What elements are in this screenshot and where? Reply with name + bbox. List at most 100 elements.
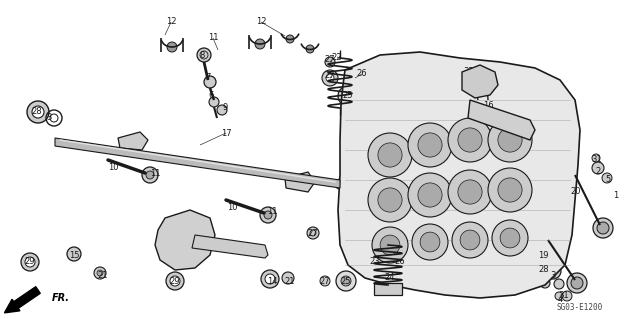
Circle shape [341, 276, 351, 286]
Circle shape [368, 178, 412, 222]
Circle shape [549, 267, 557, 275]
Circle shape [498, 178, 522, 202]
Polygon shape [55, 138, 340, 188]
Circle shape [498, 128, 522, 152]
Text: 24: 24 [385, 272, 396, 281]
Text: 32: 32 [464, 68, 474, 77]
Circle shape [513, 121, 527, 135]
Circle shape [380, 235, 400, 255]
Polygon shape [462, 65, 498, 98]
Text: 26: 26 [395, 256, 405, 265]
Text: 1: 1 [613, 191, 619, 201]
Circle shape [418, 183, 442, 207]
Circle shape [336, 271, 356, 291]
Polygon shape [155, 210, 215, 270]
Text: SG03-E1200: SG03-E1200 [557, 303, 603, 313]
Circle shape [488, 118, 532, 162]
Circle shape [597, 222, 609, 234]
Circle shape [556, 166, 564, 174]
Text: 22: 22 [332, 53, 342, 62]
Circle shape [67, 247, 81, 261]
Text: 27: 27 [324, 56, 335, 64]
Circle shape [172, 230, 188, 246]
Circle shape [351, 86, 359, 94]
Polygon shape [285, 172, 315, 192]
Circle shape [488, 168, 532, 212]
Text: 30: 30 [515, 144, 525, 152]
Circle shape [320, 276, 330, 286]
Text: 14: 14 [267, 277, 277, 286]
Circle shape [382, 237, 394, 249]
Circle shape [97, 270, 103, 276]
Circle shape [562, 291, 572, 301]
Circle shape [460, 230, 480, 250]
Circle shape [416, 71, 424, 79]
Text: 18: 18 [185, 226, 195, 234]
Text: 12: 12 [256, 18, 266, 26]
Circle shape [348, 243, 362, 257]
Text: 12: 12 [166, 18, 176, 26]
FancyArrow shape [4, 287, 40, 313]
Text: 27: 27 [320, 277, 330, 286]
Circle shape [458, 180, 482, 204]
Circle shape [545, 263, 561, 279]
Text: 11: 11 [267, 207, 277, 217]
Text: 3: 3 [550, 271, 556, 280]
Circle shape [567, 273, 587, 293]
Circle shape [307, 227, 319, 239]
Circle shape [458, 128, 482, 152]
Text: 21: 21 [285, 277, 295, 286]
Text: 19: 19 [538, 250, 548, 259]
Circle shape [338, 86, 358, 106]
Circle shape [325, 57, 335, 67]
Circle shape [204, 76, 216, 88]
Circle shape [551, 86, 559, 94]
Circle shape [343, 91, 353, 101]
Circle shape [197, 48, 211, 62]
Circle shape [32, 106, 44, 118]
Circle shape [378, 143, 402, 167]
Circle shape [261, 270, 279, 288]
Circle shape [27, 101, 49, 123]
Circle shape [493, 63, 507, 77]
Text: 30: 30 [515, 123, 525, 132]
Circle shape [372, 227, 408, 263]
Circle shape [265, 274, 275, 284]
Circle shape [592, 162, 604, 174]
Circle shape [548, 83, 562, 97]
Circle shape [217, 105, 227, 115]
Text: 6: 6 [208, 92, 214, 100]
Circle shape [555, 292, 563, 300]
Circle shape [368, 133, 412, 177]
Circle shape [413, 68, 427, 82]
Circle shape [282, 272, 294, 284]
Text: 9: 9 [222, 102, 228, 112]
Circle shape [553, 163, 567, 177]
Text: 20: 20 [571, 188, 581, 197]
Circle shape [166, 272, 184, 290]
Circle shape [477, 103, 487, 113]
Circle shape [142, 167, 158, 183]
Circle shape [25, 257, 35, 267]
Circle shape [146, 171, 154, 179]
Text: 7: 7 [205, 72, 211, 81]
Text: 10: 10 [108, 162, 118, 172]
Circle shape [348, 83, 362, 97]
Circle shape [170, 276, 180, 286]
Text: 25: 25 [340, 277, 351, 286]
Circle shape [448, 118, 492, 162]
Text: 13: 13 [128, 137, 138, 146]
Circle shape [513, 141, 527, 155]
Circle shape [286, 35, 294, 43]
Text: FR.: FR. [52, 293, 70, 303]
Circle shape [408, 123, 452, 167]
Circle shape [351, 166, 359, 174]
Circle shape [255, 39, 265, 49]
Polygon shape [338, 52, 580, 298]
Circle shape [167, 42, 177, 52]
Circle shape [335, 179, 345, 189]
Circle shape [21, 253, 39, 271]
Text: 33: 33 [477, 81, 488, 91]
Circle shape [348, 163, 362, 177]
Text: 29: 29 [170, 278, 180, 286]
